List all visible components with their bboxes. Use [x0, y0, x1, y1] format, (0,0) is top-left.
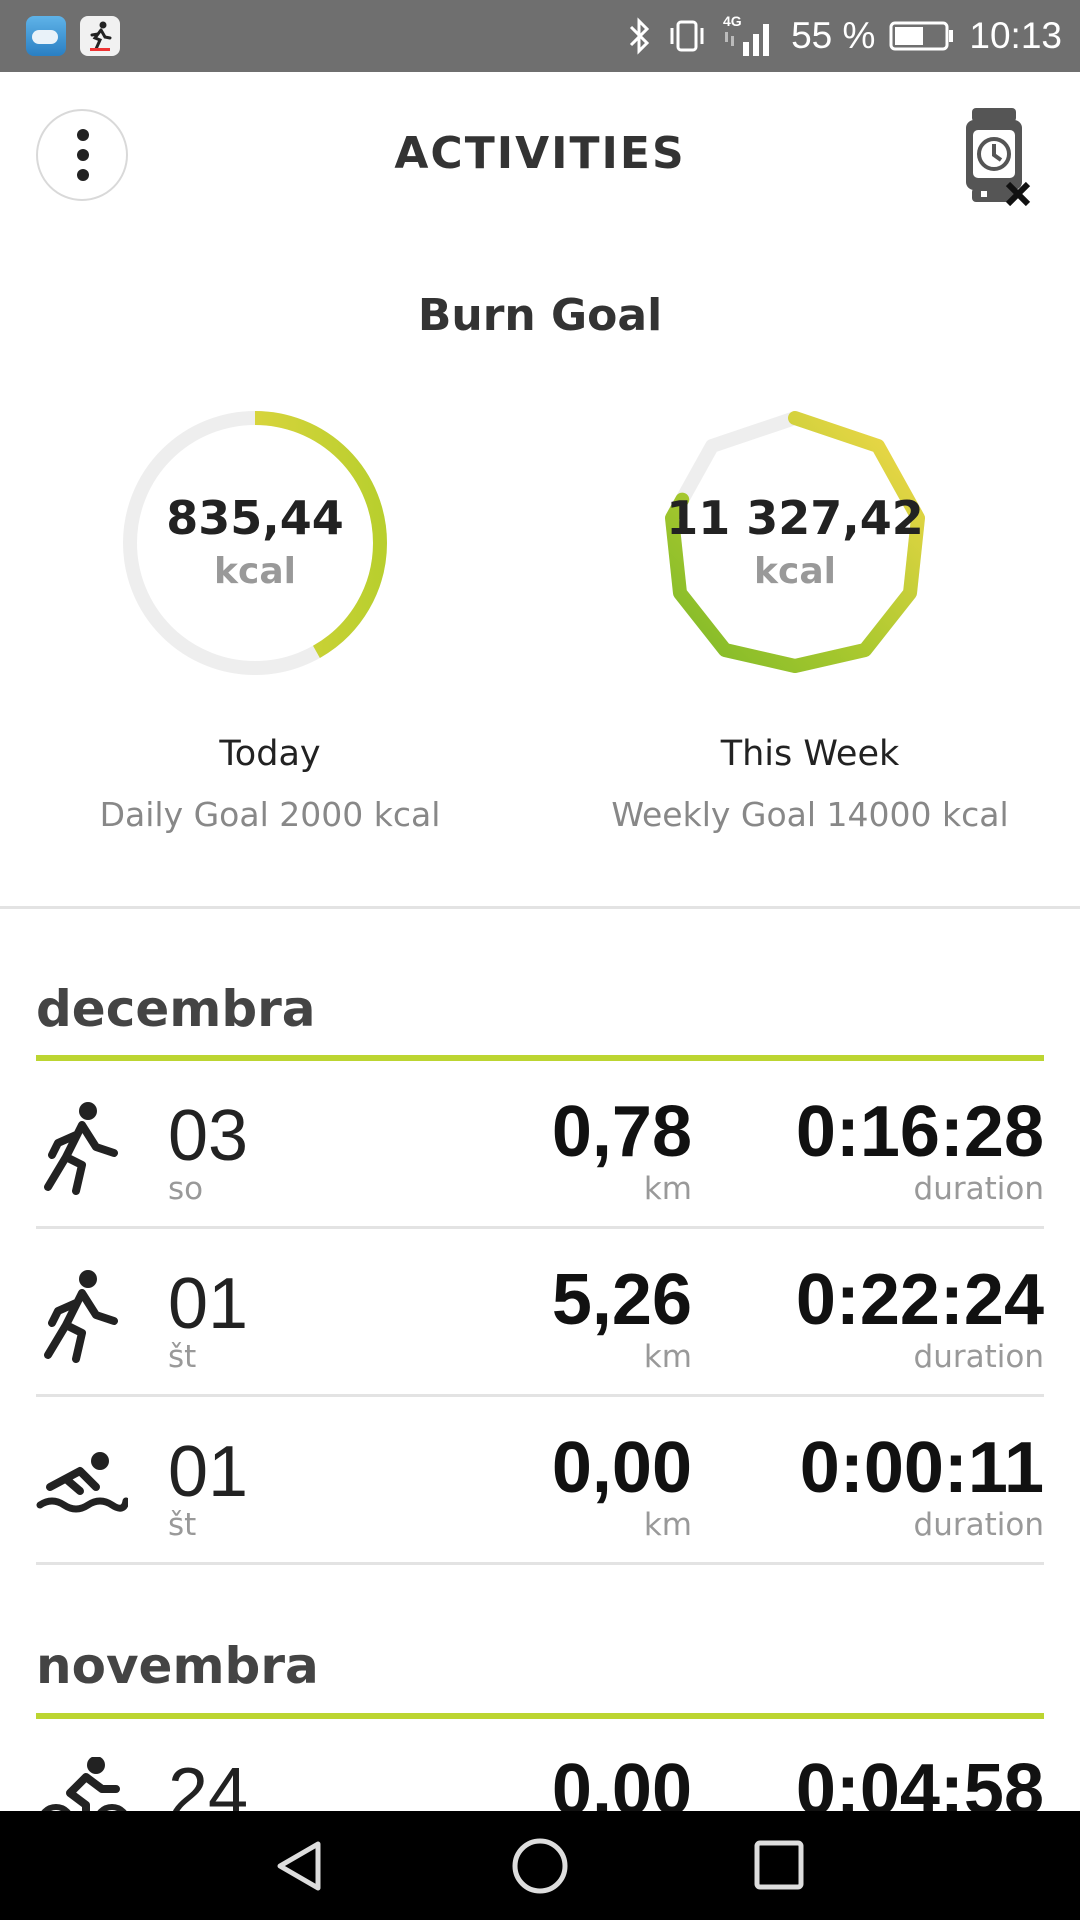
month-header: novembra — [36, 1637, 319, 1695]
activity-weekday: so — [168, 1171, 204, 1207]
month-underline — [36, 1055, 1044, 1061]
activity-row[interactable]: 01 št 0,00 km 0:00:11 duration — [36, 1397, 1044, 1565]
ring-progress — [665, 411, 925, 673]
today-label: Today — [219, 734, 321, 774]
activity-weekday: št — [168, 1507, 197, 1543]
activity-distance: 5,26 — [551, 1260, 692, 1340]
distance-unit: km — [643, 1339, 692, 1375]
week-label: This Week — [720, 734, 900, 774]
status-bar: 4G 55 % 10:13 — [0, 0, 1080, 72]
row-separator — [36, 1562, 1044, 1565]
row-separator — [36, 1226, 1044, 1229]
weekly-goal-text: Weekly Goal 14000 kcal — [611, 795, 1009, 834]
walking-icon — [36, 1099, 120, 1199]
duration-label: duration — [913, 1339, 1044, 1375]
weather-app-icon — [26, 16, 66, 56]
activity-day: 01 — [168, 1432, 249, 1512]
more-menu-button[interactable] — [36, 109, 128, 201]
sports-app-icon — [80, 16, 120, 56]
activity-duration: 0:22:24 — [795, 1260, 1044, 1340]
month-header: decembra — [36, 980, 316, 1038]
today-kcal-value: 835,44 — [166, 491, 344, 545]
week-progress-ring[interactable]: 11 327,42 kcal — [660, 408, 930, 678]
bluetooth-icon — [627, 16, 653, 56]
activity-row[interactable]: 03 so 0,78 km 0:16:28 duration — [36, 1061, 1044, 1229]
battery-percent: 55 % — [791, 15, 876, 56]
month-underline — [36, 1713, 1044, 1719]
burn-goal-title: Burn Goal — [417, 290, 663, 341]
activity-day: 01 — [168, 1264, 249, 1344]
week-kcal-unit: kcal — [754, 551, 836, 592]
menu-dot — [77, 149, 89, 161]
daily-goal-text: Daily Goal 2000 kcal — [99, 795, 441, 834]
page-title: ACTIVITIES — [394, 128, 686, 179]
signal-icon: 4G — [721, 12, 777, 60]
week-kcal-value: 11 327,42 — [666, 491, 924, 545]
swimming-icon — [36, 1435, 130, 1535]
home-icon[interactable] — [510, 1838, 570, 1898]
app-header: ACTIVITIES — [0, 72, 1080, 242]
duration-label: duration — [913, 1171, 1044, 1207]
vibrate-icon — [667, 16, 707, 56]
activity-duration: 0:00:11 — [799, 1428, 1044, 1508]
today-progress-ring[interactable]: 835,44 kcal — [120, 408, 390, 678]
battery-icon — [889, 20, 955, 52]
watch-disconnected-icon[interactable] — [964, 106, 1034, 210]
distance-unit: km — [643, 1171, 692, 1207]
walking-icon — [36, 1267, 120, 1367]
activity-weekday: št — [168, 1339, 197, 1375]
clock: 10:13 — [969, 15, 1062, 56]
back-icon[interactable] — [272, 1838, 328, 1894]
ring-progress — [123, 411, 387, 675]
duration-label: duration — [913, 1507, 1044, 1543]
activity-distance: 0,78 — [551, 1092, 692, 1172]
today-kcal-unit: kcal — [214, 551, 296, 592]
activity-distance: 0,00 — [551, 1428, 692, 1508]
distance-unit: km — [643, 1507, 692, 1543]
row-separator — [36, 1394, 1044, 1397]
network-type-text: 4G — [723, 13, 742, 29]
menu-dot — [77, 169, 89, 181]
recents-icon[interactable] — [752, 1838, 808, 1894]
more-vertical-icon — [77, 129, 89, 141]
activity-day: 03 — [168, 1096, 249, 1176]
activity-row[interactable]: 01 št 5,26 km 0:22:24 duration — [36, 1229, 1044, 1397]
system-nav-bar — [0, 1811, 1080, 1920]
divider — [0, 906, 1080, 909]
activity-duration: 0:16:28 — [795, 1092, 1044, 1172]
